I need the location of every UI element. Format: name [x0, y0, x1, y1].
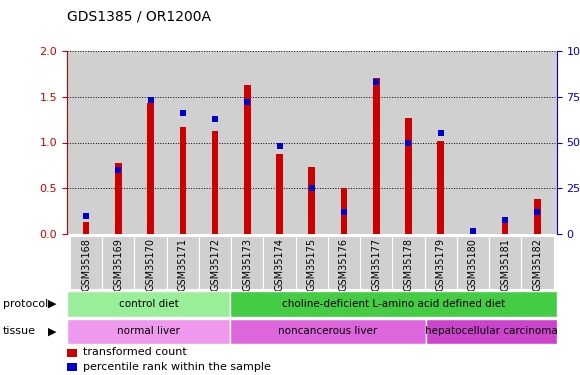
FancyBboxPatch shape: [67, 319, 230, 344]
Text: GSM35179: GSM35179: [436, 238, 445, 291]
FancyBboxPatch shape: [392, 236, 425, 289]
Bar: [470, 232, 476, 234]
Bar: [405, 118, 412, 234]
Text: GSM35168: GSM35168: [81, 238, 91, 291]
Bar: [502, 218, 509, 234]
Bar: [212, 130, 218, 234]
Text: GSM35172: GSM35172: [210, 238, 220, 291]
FancyBboxPatch shape: [231, 236, 263, 289]
Text: ▶: ▶: [48, 327, 56, 336]
Text: GSM35174: GSM35174: [274, 238, 285, 291]
FancyBboxPatch shape: [102, 236, 135, 289]
FancyBboxPatch shape: [457, 236, 489, 289]
Text: GSM35178: GSM35178: [404, 238, 414, 291]
FancyBboxPatch shape: [166, 236, 199, 289]
FancyBboxPatch shape: [199, 236, 231, 289]
FancyBboxPatch shape: [67, 291, 230, 317]
Text: GSM35181: GSM35181: [500, 238, 510, 291]
Text: GDS1385 / OR1200A: GDS1385 / OR1200A: [67, 9, 211, 23]
Bar: [276, 153, 283, 234]
FancyBboxPatch shape: [360, 236, 392, 289]
Text: transformed count: transformed count: [83, 347, 187, 357]
Text: GSM35171: GSM35171: [178, 238, 188, 291]
Bar: [534, 200, 541, 234]
Text: protocol: protocol: [3, 299, 48, 309]
Text: GSM35180: GSM35180: [468, 238, 478, 291]
Bar: [244, 85, 251, 234]
Text: GSM35182: GSM35182: [532, 238, 542, 291]
FancyBboxPatch shape: [263, 236, 296, 289]
Bar: [67, 363, 77, 371]
Text: GSM35173: GSM35173: [242, 238, 252, 291]
FancyBboxPatch shape: [521, 236, 553, 289]
Text: percentile rank within the sample: percentile rank within the sample: [83, 362, 271, 372]
Text: GSM35177: GSM35177: [371, 238, 381, 291]
Bar: [147, 103, 154, 234]
FancyBboxPatch shape: [135, 236, 166, 289]
Text: choline-deficient L-amino acid defined diet: choline-deficient L-amino acid defined d…: [282, 299, 505, 309]
Text: control diet: control diet: [118, 299, 178, 309]
Bar: [67, 348, 77, 357]
FancyBboxPatch shape: [230, 291, 557, 317]
FancyBboxPatch shape: [328, 236, 360, 289]
FancyBboxPatch shape: [489, 236, 521, 289]
FancyBboxPatch shape: [296, 236, 328, 289]
Text: GSM35175: GSM35175: [307, 238, 317, 291]
Text: noncancerous liver: noncancerous liver: [278, 327, 378, 336]
Text: GSM35169: GSM35169: [113, 238, 124, 291]
FancyBboxPatch shape: [230, 319, 426, 344]
Bar: [309, 167, 315, 234]
FancyBboxPatch shape: [425, 236, 457, 289]
Bar: [115, 163, 122, 234]
Bar: [340, 188, 347, 234]
FancyBboxPatch shape: [70, 236, 102, 289]
Bar: [437, 141, 444, 234]
Bar: [83, 222, 89, 234]
Text: tissue: tissue: [3, 327, 36, 336]
Text: ▶: ▶: [48, 299, 56, 309]
Bar: [180, 127, 186, 234]
Bar: [373, 78, 379, 234]
Text: normal liver: normal liver: [117, 327, 180, 336]
FancyBboxPatch shape: [426, 319, 557, 344]
Text: GSM35176: GSM35176: [339, 238, 349, 291]
Text: hepatocellular carcinoma: hepatocellular carcinoma: [425, 327, 558, 336]
Text: GSM35170: GSM35170: [146, 238, 155, 291]
